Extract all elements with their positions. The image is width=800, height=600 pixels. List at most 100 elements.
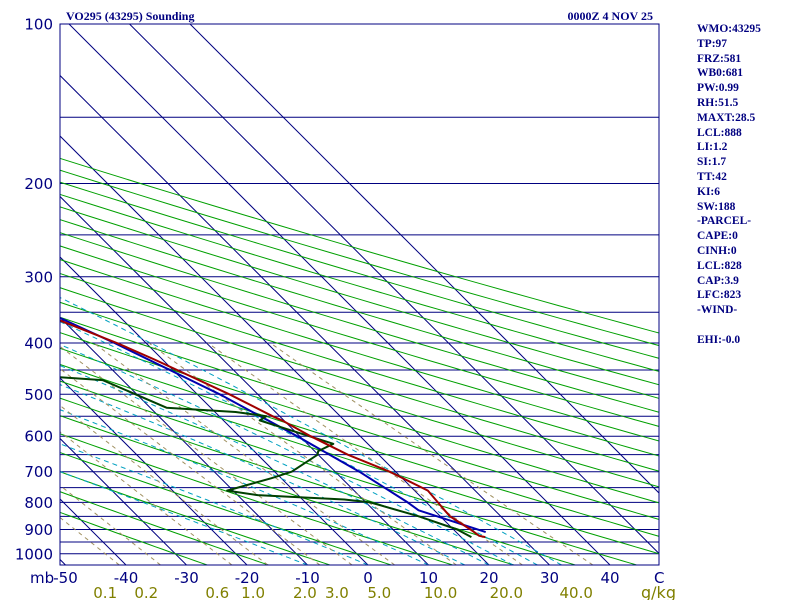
sounding-indices-panel: WMO:43295 TP:97 FRZ:581 WB0:681 PW:0.99 RH:51…: [697, 22, 797, 348]
dry-adiabat: [60, 259, 659, 442]
pressure-tick-label: 500: [24, 386, 53, 404]
mixing-ratio-unit: g/kg: [641, 583, 676, 600]
mixing-ratio-line: [148, 342, 457, 565]
parcel-trace: [60, 316, 487, 534]
moist-adiabat: [60, 365, 490, 565]
mixing-ratio-tick-label: 0.2: [134, 584, 158, 600]
moist-adiabat: [60, 343, 514, 565]
isotherm: [60, 558, 66, 565]
dry-adiabat: [60, 415, 515, 565]
isotherm: [60, 316, 308, 565]
index-ehi: EHI:-0.0: [697, 333, 741, 346]
dry-adiabat: [60, 301, 659, 488]
isotherm: [60, 498, 127, 565]
moist-adiabat: [60, 471, 308, 565]
pressure-axis-unit: mb: [30, 569, 54, 587]
index-pw: PW:0.99: [697, 82, 739, 95]
pressure-tick-label: 700: [24, 463, 53, 481]
plot-frame: [59, 23, 660, 566]
isotherm: [60, 437, 187, 565]
index-cap: CAP:3.9: [697, 274, 739, 287]
index-wmo: WMO:43295: [697, 23, 761, 35]
moist-adiabat: [60, 409, 429, 565]
index-ki: KI:6: [697, 185, 720, 198]
dry-adiabat: [60, 511, 208, 565]
dry-adiabat: [60, 193, 659, 372]
panel-section-heading: -WIND-: [697, 304, 738, 317]
temperature-tick-label: -30: [174, 569, 199, 587]
valid-time: 0000Z 4 NOV 25: [568, 9, 653, 23]
mixing-ratio-tick-label: 20.0: [490, 584, 523, 600]
temperature-tick-label: -50: [53, 569, 78, 587]
panel-spacer: [697, 318, 797, 333]
index-tt: TT:42: [697, 170, 727, 183]
dry-adiabat: [60, 397, 576, 565]
dry-adiabat: [60, 232, 659, 413]
temperature-trace: [60, 319, 486, 539]
dewpoint-trace: [60, 376, 472, 538]
index-li: LI:1.2: [697, 141, 728, 154]
temperature-tick-label: -10: [295, 569, 320, 587]
dry-adiabat: [60, 169, 659, 347]
mixing-ratio-tick-label: 40.0: [559, 584, 592, 600]
isotherm: [60, 256, 369, 565]
dry-adiabat: [60, 451, 392, 565]
panel-section-heading: -PARCEL-: [697, 215, 752, 228]
isotherm: [0, 24, 5, 565]
isotherm: [60, 74, 550, 565]
mixing-ratio-line: [60, 345, 353, 565]
moist-adiabat: [60, 384, 466, 565]
dry-adiabat: [60, 491, 269, 565]
dry-adiabat: [60, 347, 659, 537]
index-lcl: LCL:888: [697, 126, 742, 139]
mixing-ratio-tick-label: 0.6: [205, 584, 229, 600]
mixing-ratio-line: [60, 431, 233, 565]
mixing-ratio-tick-label: 3.0: [325, 584, 349, 600]
temperature-tick-label: 10: [419, 569, 438, 587]
dry-adiabat: [60, 471, 331, 565]
dry-adiabat: [60, 332, 659, 520]
index-cape: CAPE:0: [697, 230, 738, 243]
temperature-tick-label: -20: [235, 569, 260, 587]
index-si: SI:1.7: [697, 156, 727, 169]
index-sw: SW:188: [697, 200, 736, 213]
index-cinh: CINH:0: [697, 244, 737, 257]
isotherm: [68, 24, 611, 565]
mixing-ratio-tick-label: 2.0: [293, 584, 317, 600]
mixing-ratio-line: [60, 368, 321, 565]
mixing-ratio-line: [207, 342, 523, 565]
temperature-tick-label: 40: [600, 569, 619, 587]
isotherm: [60, 377, 248, 565]
pressure-tick-label: 300: [24, 268, 53, 286]
pressure-tick-label: 900: [24, 521, 53, 539]
index-tp: TP:97: [697, 37, 728, 50]
mixing-ratio-tick-label: 10.0: [424, 584, 457, 600]
index-frz: FRZ:581: [697, 52, 742, 65]
index-lcl: LCL:828: [697, 259, 742, 272]
moist-adiabat: [60, 443, 369, 565]
index-lfc: LFC:823: [697, 289, 742, 302]
temperature-unit-label: C: [654, 569, 664, 587]
temperature-tick-label: 30: [540, 569, 559, 587]
pressure-tick-label: 600: [24, 428, 53, 446]
mixing-ratio-tick-label: 0.1: [93, 584, 117, 600]
mixing-ratio-line: [60, 484, 161, 565]
mixing-ratio-line: [60, 404, 269, 565]
mixing-ratio-line: [93, 342, 395, 565]
dry-adiabat: [60, 181, 659, 359]
isotherm: [189, 24, 659, 494]
temperature-tick-label: -40: [114, 569, 139, 587]
index-maxt: MAXT:28.5: [697, 111, 756, 124]
index-rh: RH:51.5: [697, 96, 739, 109]
chart-title: VO295 (43295) Sounding: [66, 9, 194, 23]
mixing-ratio-tick-label: 5.0: [367, 584, 391, 600]
temperature-tick-label: 0: [363, 569, 373, 587]
dry-adiabat: [60, 157, 659, 334]
dry-adiabat: [60, 380, 637, 565]
dry-adiabat: [60, 206, 659, 386]
mixing-ratio-tick-label: 1.0: [241, 584, 265, 600]
index-wb0: WB0:681: [697, 67, 743, 80]
dry-adiabat: [60, 363, 659, 555]
pressure-tick-label: 200: [24, 175, 53, 193]
